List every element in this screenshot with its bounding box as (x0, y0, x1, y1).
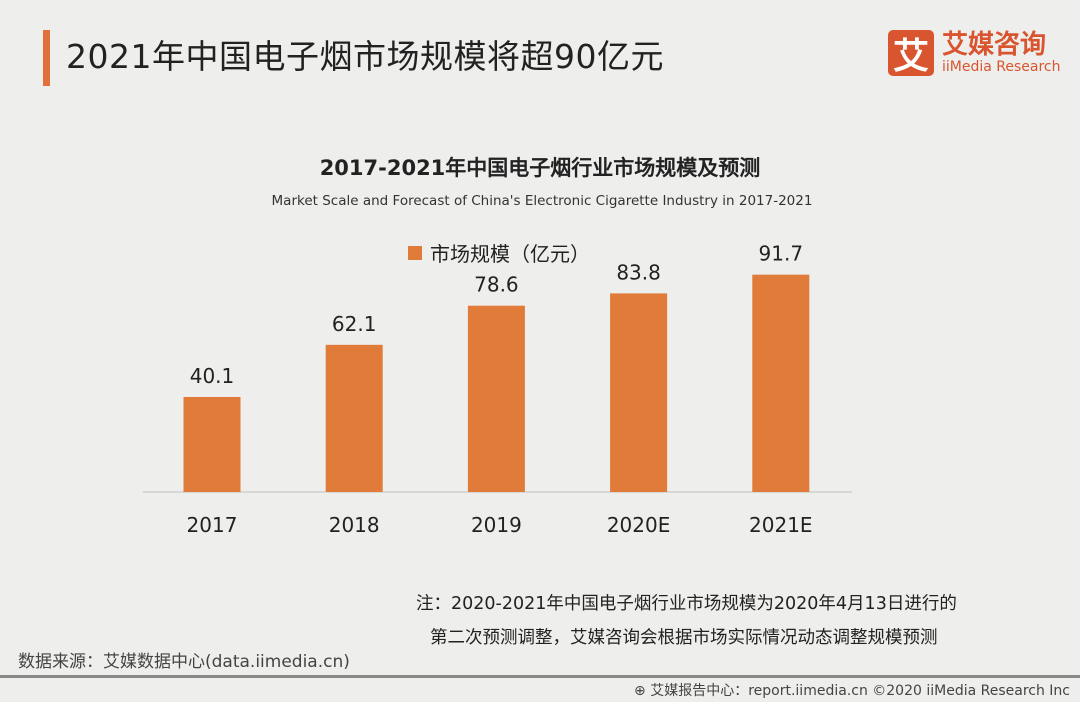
legend: 市场规模（亿元） (408, 238, 590, 267)
x-tick-label: 2017 (187, 513, 238, 537)
data-label: 83.8 (616, 260, 661, 284)
logo-mark: 艾 (888, 30, 934, 77)
page-title: 2021年中国电子烟市场规模将超90亿元 (66, 37, 664, 76)
legend-swatch (408, 245, 422, 260)
footer-divider (0, 675, 1080, 678)
x-tick-label: 2019 (471, 513, 522, 537)
footnote-line-2: 第二次预测调整，艾媒咨询会根据市场实际情况动态调整规模预测 (430, 628, 938, 648)
data-label: 91.7 (759, 242, 804, 266)
bar-2021E (752, 274, 810, 492)
logo-en: iiMedia Research (942, 59, 1061, 75)
footnote-line-1: 注：2020-2021年中国电子烟行业市场规模为2020年4月13日进行的 (416, 594, 957, 614)
data-label: 62.1 (332, 312, 377, 336)
bar-2017 (183, 396, 241, 492)
x-tick-label: 2018 (329, 513, 380, 537)
data-label: 40.1 (190, 364, 235, 388)
chart-subtitle: Market Scale and Forecast of China's Ele… (271, 193, 813, 209)
data-label: 78.6 (474, 273, 519, 297)
bar-2018 (325, 344, 383, 492)
bar-2020E (610, 293, 668, 492)
legend-label: 市场规模（亿元） (430, 242, 590, 266)
logo: 艾 艾媒咨询 iiMedia Research (888, 30, 1061, 77)
x-tick-label: 2020E (607, 513, 671, 537)
logo-cn: 艾媒咨询 (942, 30, 1047, 60)
chart-title: 2017-2021年中国电子烟行业市场规模及预测 (319, 156, 761, 180)
data-source: 数据来源：艾媒数据中心(data.iimedia.cn) (18, 652, 350, 672)
x-tick-label: 2021E (749, 513, 813, 537)
footnote: 注：2020-2021年中国电子烟行业市场规模为2020年4月13日进行的 第二… (416, 587, 957, 655)
footer-text: ⊕ 艾媒报告中心：report.iimedia.cn ©2020 iiMedia… (634, 683, 1070, 699)
title-accent-bar (43, 30, 50, 86)
bar-2019 (467, 305, 525, 492)
